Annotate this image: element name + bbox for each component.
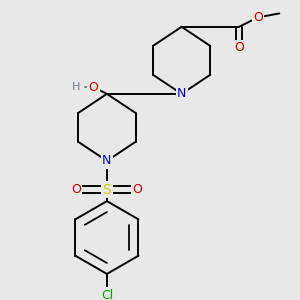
Text: O: O [234, 41, 244, 54]
Text: N: N [177, 87, 186, 101]
Text: N: N [102, 154, 112, 167]
Text: O: O [133, 183, 142, 196]
Text: Cl: Cl [101, 289, 113, 300]
Text: O: O [88, 81, 98, 94]
Text: O: O [71, 183, 81, 196]
Text: S: S [103, 183, 111, 196]
Text: H: H [72, 82, 80, 92]
Text: O: O [253, 11, 263, 24]
